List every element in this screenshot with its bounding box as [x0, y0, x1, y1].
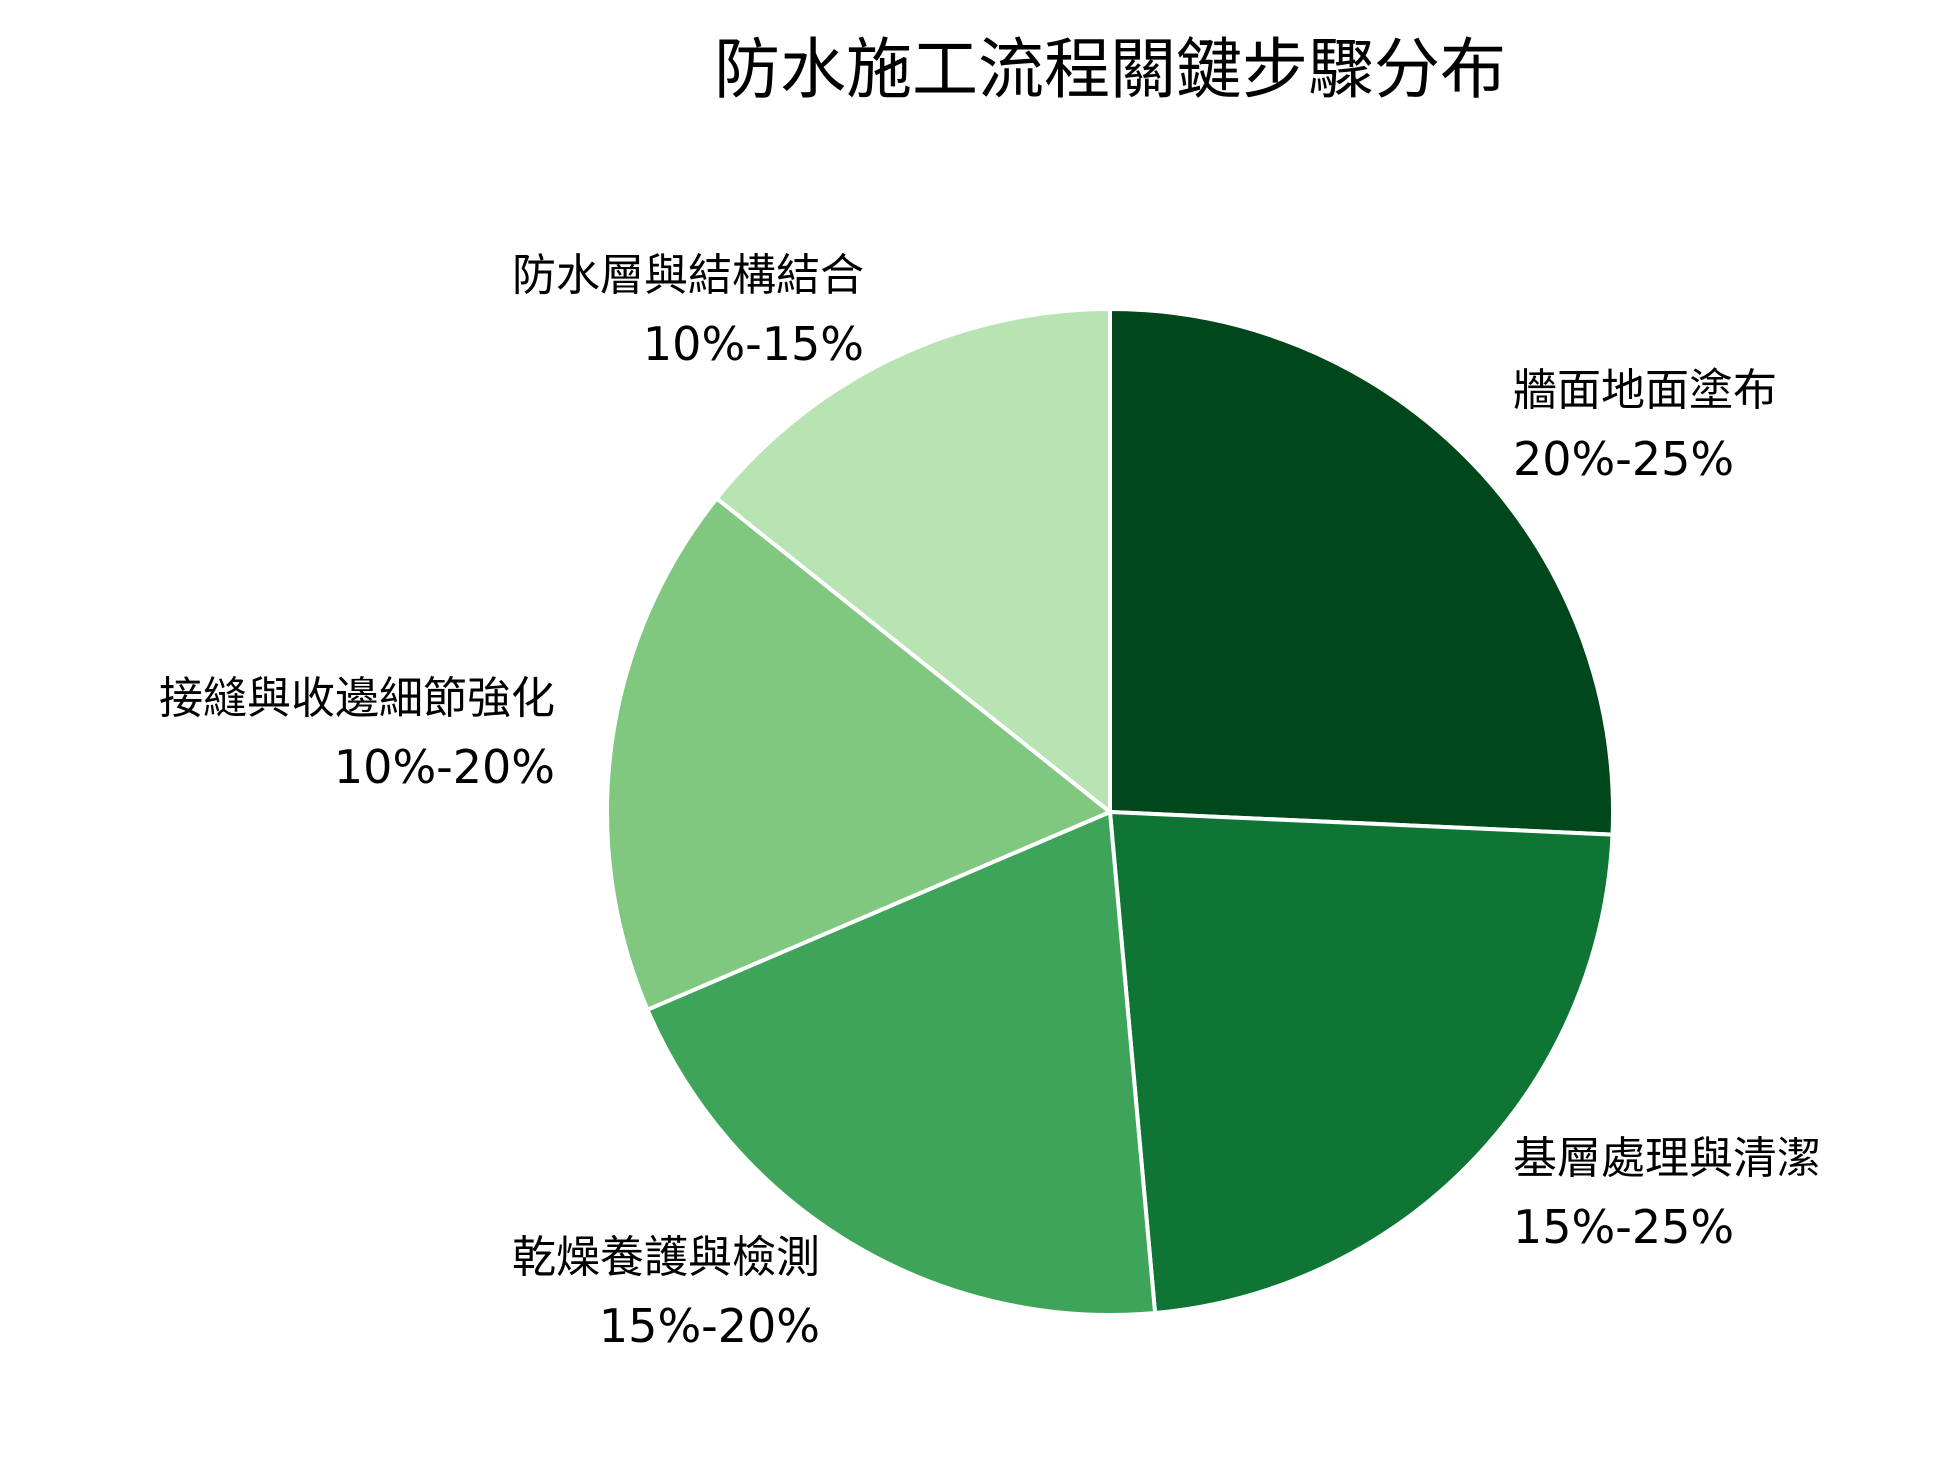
- slice-labels: 牆面地面塗布 20%-25% 基層處理與清潔 15%-25% 乾燥養護與檢測 15%-20…: [159, 250, 1821, 1353]
- pie-slice: [605, 496, 1112, 1012]
- slice-range-label: 10%-15%: [643, 317, 864, 371]
- pie-slice: [645, 810, 1158, 1317]
- pie-slice: [1108, 307, 1615, 837]
- chart-title: 防水施工流程關鍵步驟分布: [714, 31, 1506, 108]
- slice-range-label: 15%-25%: [1513, 1200, 1734, 1254]
- slice-label: 牆面地面塗布: [1513, 365, 1777, 416]
- pie-slices: [605, 307, 1615, 1317]
- pie-slice: [714, 307, 1112, 814]
- slice-range-label: 20%-25%: [1513, 432, 1734, 486]
- slice-label: 接縫與收邊細節強化: [159, 673, 555, 724]
- slice-label: 防水層與結構結合: [512, 250, 864, 301]
- pie-slice: [1108, 810, 1615, 1315]
- slice-label: 基層處理與清潔: [1513, 1133, 1821, 1184]
- slice-label: 乾燥養護與檢測: [512, 1232, 820, 1283]
- slice-range-label: 10%-20%: [334, 740, 555, 794]
- slice-range-label: 15%-20%: [599, 1299, 820, 1353]
